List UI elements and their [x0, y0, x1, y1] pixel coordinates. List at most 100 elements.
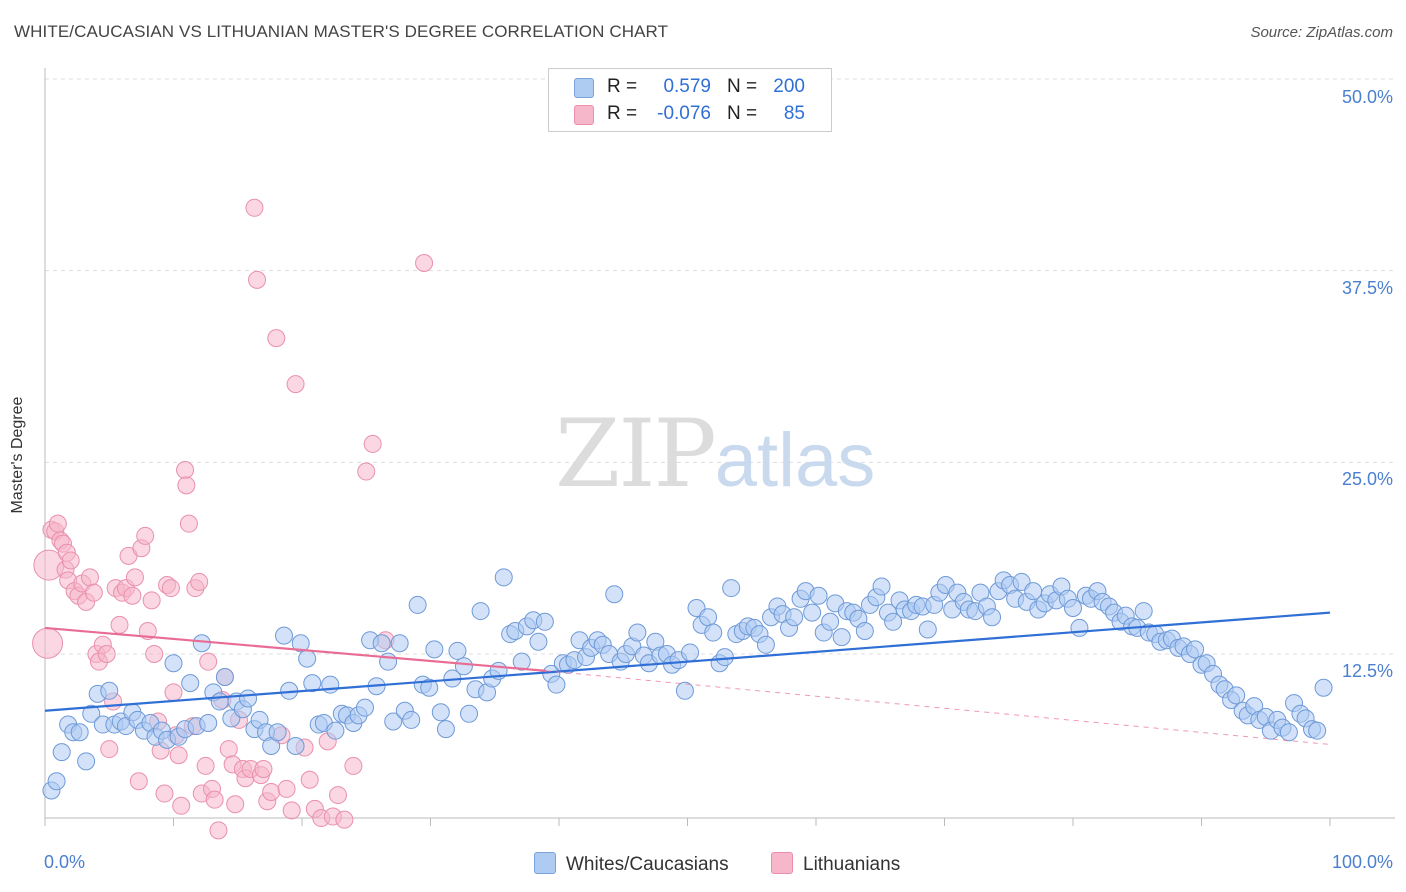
lithuanian-point — [277, 779, 296, 798]
lithuanian-point — [61, 551, 80, 570]
whites-trend-line — [44, 611, 1331, 712]
y-axis-label: Master's Degree — [9, 396, 26, 514]
lithuanian-point — [245, 198, 264, 217]
white-point — [1186, 640, 1205, 659]
lithuanian-point — [267, 329, 286, 348]
y-tick-label-12-5: 12.5% — [1341, 661, 1393, 681]
lithuanian-point — [363, 434, 382, 453]
legend-n-value: 200 — [773, 76, 805, 97]
white-point — [855, 622, 874, 640]
white-point — [821, 612, 840, 631]
lithuanian-point — [190, 572, 209, 591]
white-point — [675, 681, 694, 700]
lithuanian-point — [164, 683, 183, 702]
bottom-legend-label-whites: Whites/Caucasians — [566, 854, 729, 875]
lithuanian-point — [100, 740, 119, 759]
y-tick-label-25: 25.0% — [1341, 469, 1393, 489]
white-point — [291, 634, 310, 653]
legend-row-whites: R = 0.579 N = 200 — [549, 74, 831, 100]
white-point — [192, 634, 211, 653]
legend-n-value: 85 — [783, 103, 805, 124]
legend-r-value: -0.076 — [657, 103, 711, 124]
white-point — [448, 641, 467, 660]
lithuanian-point — [328, 786, 347, 805]
lithuanian-point — [219, 740, 238, 759]
source-label: Source: ZipAtlas.com — [1250, 24, 1393, 41]
lithuanian-point — [196, 756, 215, 775]
white-point — [756, 635, 775, 654]
lithuanian-point — [177, 476, 196, 495]
lithuanian-point — [226, 795, 245, 814]
white-point — [681, 643, 700, 662]
white-point — [303, 674, 322, 693]
bottom-legend-whites: Whites/Caucasians — [534, 852, 729, 876]
white-point — [535, 612, 554, 631]
white-point — [298, 649, 317, 668]
white-point — [52, 743, 71, 762]
lithuanian-point — [415, 254, 434, 272]
lithuanian-point — [179, 514, 198, 533]
lithuanian-point — [138, 622, 157, 640]
white-point — [715, 648, 734, 667]
white-point — [547, 675, 566, 694]
white-point — [384, 712, 403, 731]
white-point — [390, 634, 409, 653]
legend-r-label: R = — [607, 103, 638, 124]
white-point — [82, 704, 101, 723]
white-point — [402, 710, 421, 729]
y-tick-label-37-5: 37.5% — [1341, 278, 1393, 298]
lithuanian-point — [209, 821, 228, 840]
white-point — [431, 703, 450, 722]
lithuanian-point — [172, 796, 191, 815]
white-point — [699, 608, 718, 627]
white-point — [872, 577, 891, 596]
white-point — [77, 752, 96, 771]
white-point — [47, 772, 66, 791]
white-point — [1064, 599, 1082, 617]
white-point — [408, 595, 427, 614]
white-point — [70, 723, 89, 742]
white-point — [704, 623, 723, 642]
trend-lines — [44, 611, 1331, 745]
watermark-zip: ZIP — [555, 400, 717, 509]
lithuanian-point — [300, 770, 319, 789]
lithuanian-point — [80, 568, 99, 587]
white-point — [355, 698, 374, 717]
lithuanian-point — [248, 270, 267, 289]
lithuanians-points — [32, 198, 434, 840]
lithuanian-point — [169, 746, 188, 765]
white-point — [454, 657, 473, 676]
white-point — [628, 623, 647, 642]
white-point — [785, 608, 804, 627]
bottom-legend-swatch-pink — [771, 852, 793, 874]
white-point — [215, 668, 234, 686]
lithuanian-point — [205, 790, 224, 809]
white-point — [372, 634, 391, 653]
white-point — [268, 723, 287, 742]
lithuanian-point — [344, 756, 363, 775]
legend-swatch-pink — [574, 105, 594, 125]
lithuanian-point — [357, 462, 376, 481]
lithuanian-point — [142, 591, 161, 610]
lithuanian-point — [199, 652, 218, 671]
lithuanians-trend-line — [44, 626, 547, 672]
white-point — [471, 602, 490, 621]
lithuanian-point — [129, 772, 148, 791]
white-point — [529, 632, 548, 651]
lithuanian-point — [254, 760, 273, 778]
lithuanian-point — [32, 627, 64, 659]
lithuanian-point — [282, 801, 301, 820]
white-point — [1308, 721, 1327, 740]
white-point — [809, 586, 828, 605]
lithuanian-point — [84, 583, 103, 602]
watermark: ZIPatlas — [555, 400, 875, 509]
gridlines — [45, 78, 1395, 655]
lithuanian-point — [48, 514, 67, 533]
white-point — [1070, 618, 1089, 637]
white-point — [1227, 686, 1246, 705]
white-point — [1279, 723, 1298, 742]
white-point — [321, 675, 340, 694]
axes — [44, 68, 1395, 826]
lithuanian-point — [335, 810, 354, 829]
